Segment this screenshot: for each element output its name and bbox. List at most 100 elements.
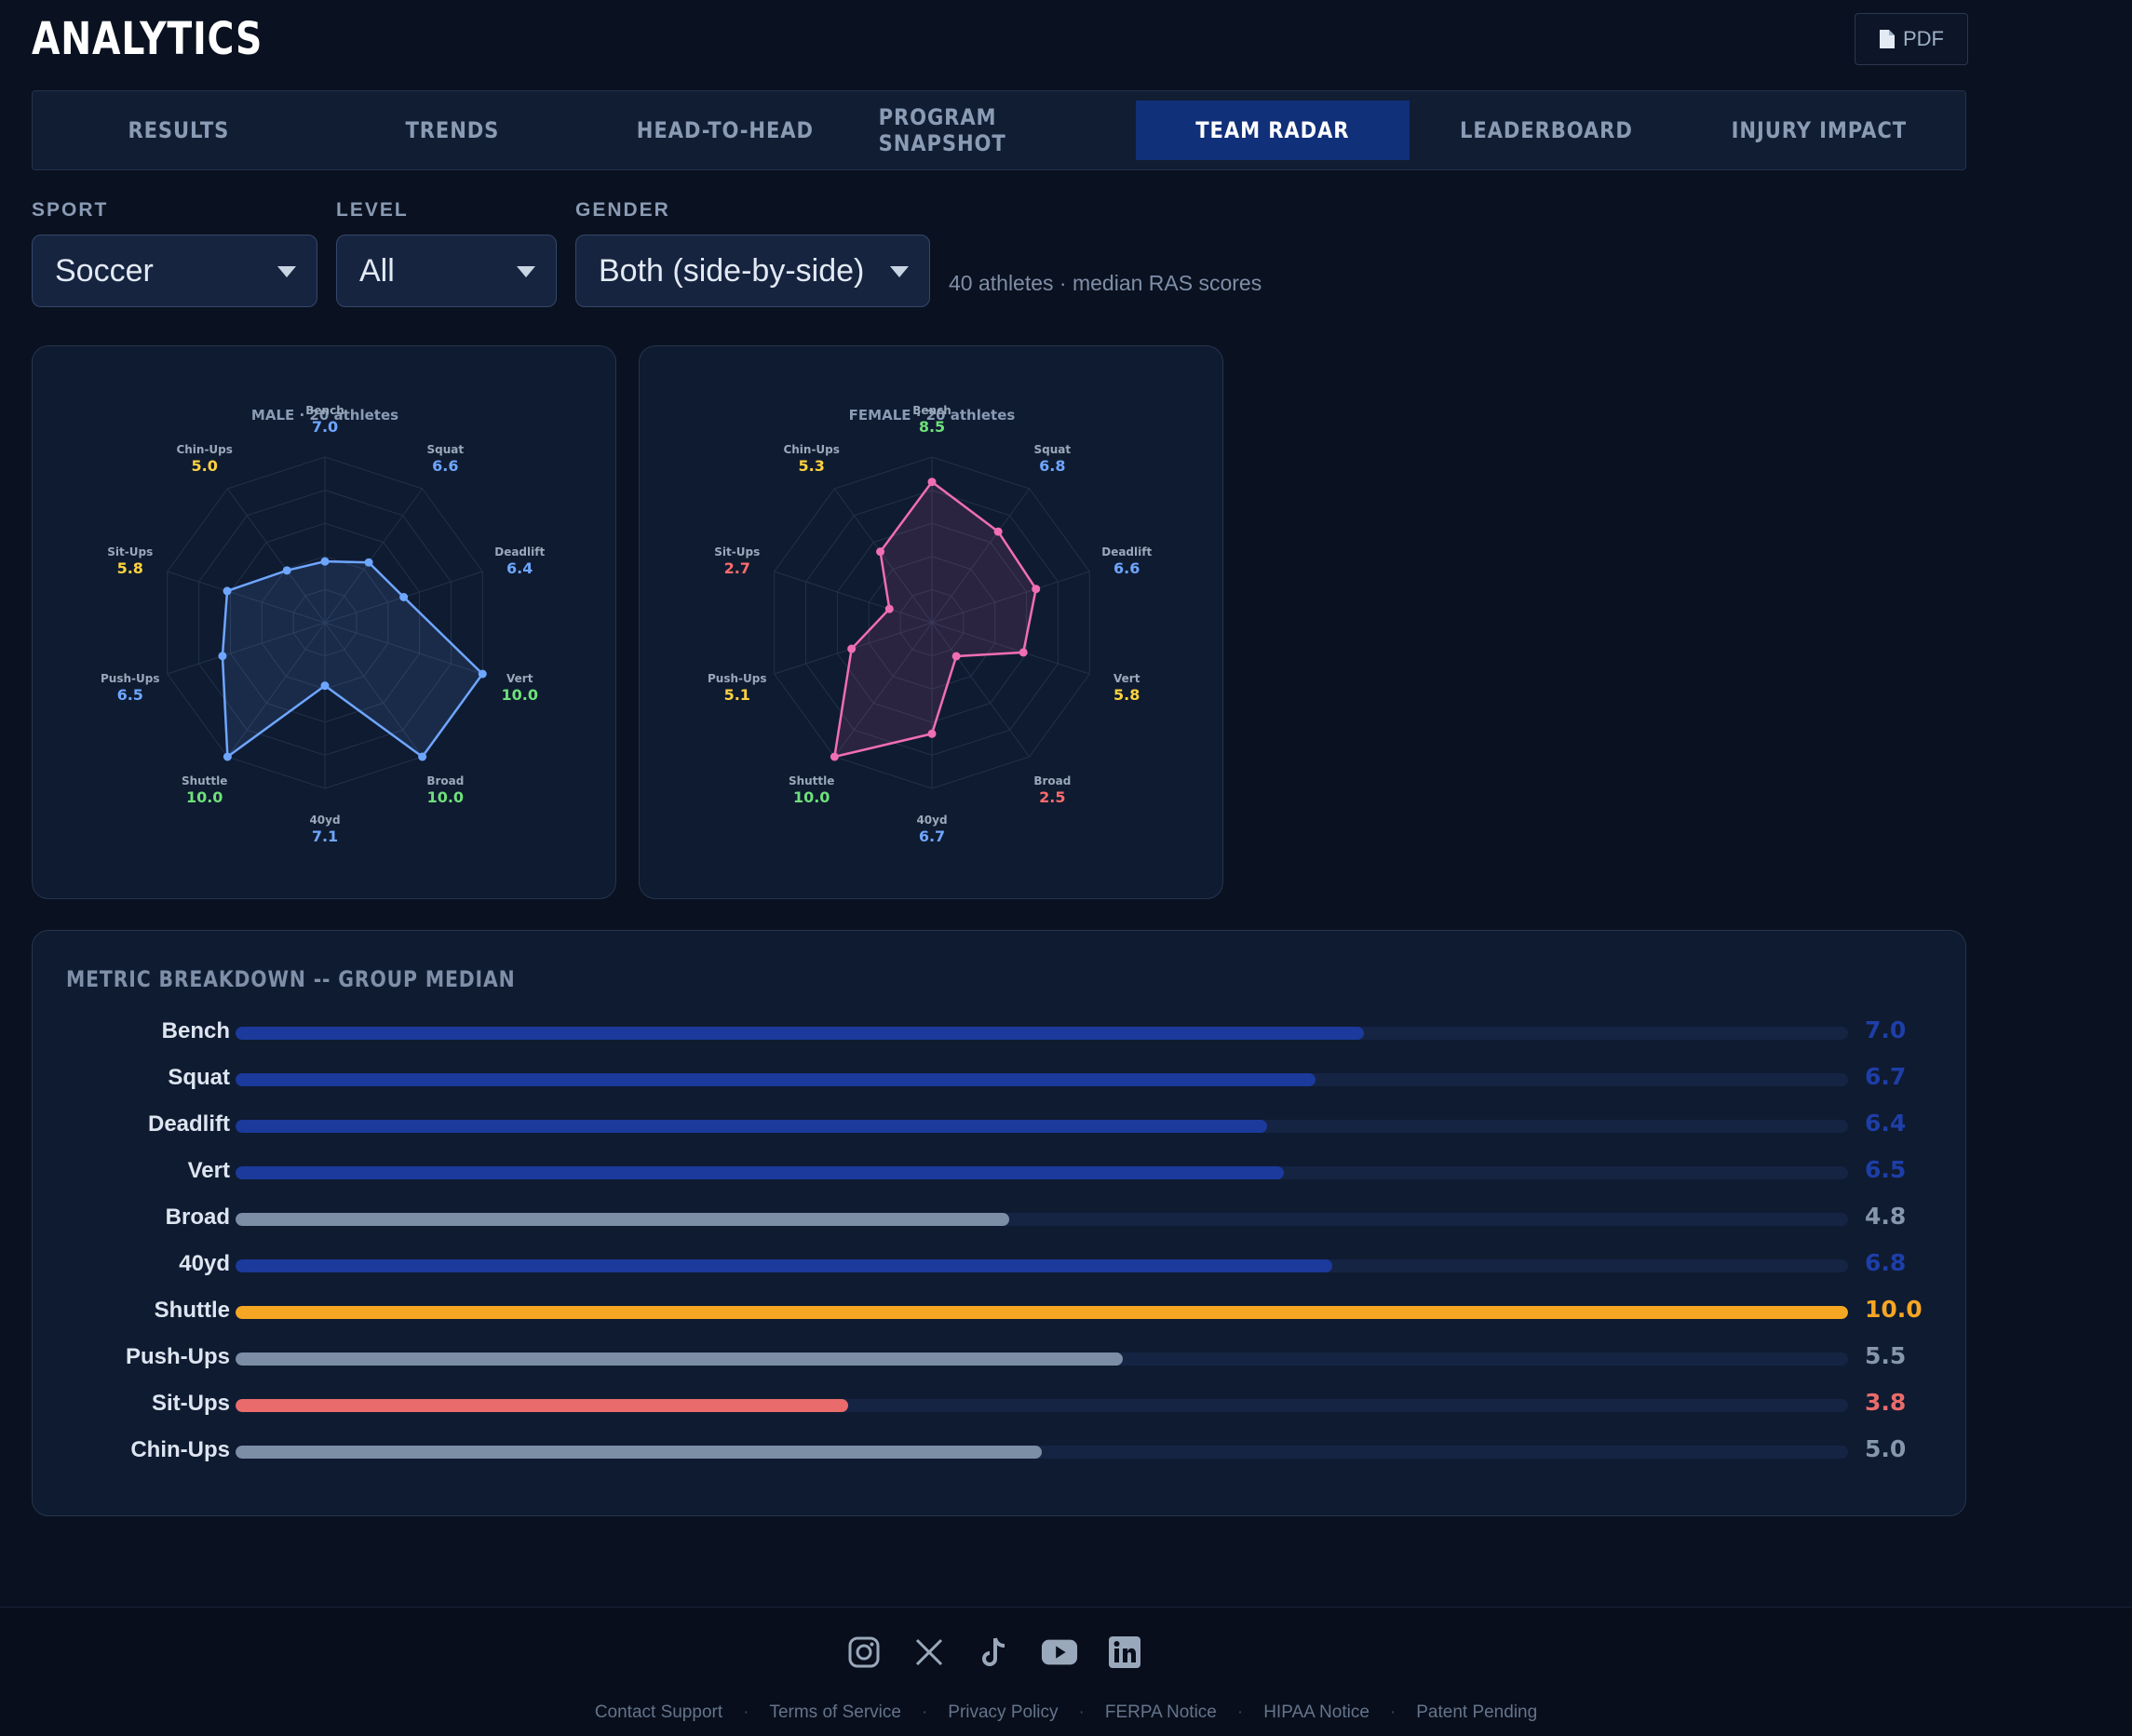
footer-link-patent-pending[interactable]: Patent Pending: [1416, 1702, 1538, 1722]
bar-value: 3.8: [1865, 1389, 1907, 1416]
bar-row: Push-Ups 5.5: [33, 1335, 1967, 1381]
radar-point: [223, 752, 232, 761]
tab-label: LEADERBOARD: [1459, 117, 1633, 143]
bar-fill: [236, 1166, 1284, 1179]
female-radar-card: FEMALE · 20 athletes Bench 8.5 Squat 6.8 Dead…: [639, 345, 1223, 899]
radar-axis-label: Squat: [427, 443, 465, 456]
bar-label: Chin-Ups: [130, 1437, 230, 1462]
bar-value: 5.5: [1865, 1342, 1907, 1369]
radar-axis-label: Broad: [426, 774, 464, 787]
tab-trends[interactable]: TRENDS: [331, 101, 572, 160]
radar-point: [1032, 585, 1041, 594]
link-separator: ·: [1078, 1702, 1085, 1722]
bar-value: 6.8: [1865, 1249, 1907, 1276]
breakdown-title: METRIC BREAKDOWN -- GROUP MEDIAN: [66, 966, 516, 992]
radar-axis-line: [324, 622, 483, 675]
footer-link-privacy-policy[interactable]: Privacy Policy: [948, 1702, 1059, 1722]
bar-track: [236, 1073, 1848, 1086]
level-filter-label: LEVEL: [336, 199, 409, 221]
radar-axis-line: [226, 622, 326, 758]
radar-point: [830, 752, 839, 761]
bar-row: Chin-Ups 5.0: [33, 1428, 1967, 1474]
footer-link-ferpa-notice[interactable]: FERPA Notice: [1104, 1702, 1217, 1722]
bar-fill: [236, 1399, 849, 1412]
bar-value: 6.4: [1865, 1110, 1907, 1137]
gender-filter-label: GENDER: [575, 199, 670, 221]
radar-value-label: 5.1: [724, 686, 750, 704]
tab-label: HEAD-TO-HEAD: [637, 117, 815, 143]
bar-track: [236, 1399, 1848, 1412]
tab-team-radar[interactable]: TEAM RADAR: [1135, 101, 1410, 160]
radar-value-label: 6.5: [117, 686, 143, 704]
bar-fill: [236, 1213, 1010, 1226]
bar-fill: [236, 1027, 1365, 1040]
instagram-icon[interactable]: [845, 1634, 883, 1671]
radar-axis-label: Broad: [1033, 774, 1071, 787]
radar-point: [320, 681, 330, 691]
footer-link-contact-support[interactable]: Contact Support: [594, 1702, 723, 1722]
radar-axis-line: [931, 571, 1090, 624]
radar-axis-line: [167, 622, 326, 675]
sport-select[interactable]: Soccer: [32, 235, 317, 307]
bar-label: Vert: [187, 1158, 230, 1183]
athlete-count-meta: 40 athletes · median RAS scores: [949, 271, 1262, 295]
radar-value-label: 5.3: [799, 457, 825, 475]
radar-point: [927, 478, 937, 487]
radar-point: [951, 652, 961, 661]
radar-point: [218, 652, 227, 661]
pdf-export-button[interactable]: PDF: [1855, 13, 1968, 65]
bar-fill: [236, 1352, 1123, 1366]
radar-axis-label: Deadlift: [1101, 545, 1152, 558]
bar-row: Vert 6.5: [33, 1149, 1967, 1195]
x-icon[interactable]: [911, 1634, 948, 1671]
sport-filter-label: SPORT: [32, 199, 109, 221]
radar-axis-label: Vert: [1113, 672, 1140, 685]
chevron-down-icon: [890, 266, 909, 277]
radar-title: FEMALE · 20 athletes: [849, 407, 1016, 424]
footer-link-terms-of-service[interactable]: Terms of Service: [769, 1702, 901, 1722]
radar-series-area: [832, 479, 1038, 759]
pdf-label: PDF: [1903, 27, 1944, 50]
radar-point: [282, 566, 291, 575]
radar-axis-label: Bench: [305, 404, 344, 417]
tab-results[interactable]: RESULTS: [59, 101, 299, 160]
bar-label: Squat: [168, 1065, 230, 1090]
bar-track: [236, 1166, 1848, 1179]
radar-value-label: 10.0: [501, 686, 537, 704]
radar-point: [927, 729, 937, 738]
radar-axis-label: 40yd: [309, 814, 340, 827]
radar-axis-label: Chin-Ups: [176, 443, 232, 456]
youtube-icon[interactable]: [1041, 1634, 1078, 1671]
gender-select[interactable]: Both (side-by-side): [575, 235, 930, 307]
radar-axis-line: [774, 571, 933, 624]
radar-axis-label: Push-Ups: [708, 672, 766, 685]
radar-point: [884, 604, 894, 613]
bar-label: Sit-Ups: [152, 1391, 230, 1416]
tab-program-snapshot[interactable]: PROGRAM SNAPSHOT: [879, 101, 1119, 160]
bar-value: 6.5: [1865, 1156, 1907, 1183]
radar-axis-line: [833, 488, 933, 624]
radar-value-label: 6.7: [919, 828, 945, 845]
linkedin-icon[interactable]: [1106, 1634, 1143, 1671]
tab-head-to-head[interactable]: HEAD-TO-HEAD: [605, 101, 845, 160]
radar-axis-line: [931, 622, 1031, 758]
bar-row: Deadlift 6.4: [33, 1102, 1967, 1149]
level-select[interactable]: All: [336, 235, 557, 307]
radar-value-label: 6.8: [1039, 457, 1065, 475]
tab-leaderboard[interactable]: LEADERBOARD: [1425, 101, 1666, 160]
radar-axis-line: [931, 622, 1090, 675]
bar-fill: [236, 1446, 1042, 1459]
tiktok-icon[interactable]: [976, 1634, 1013, 1671]
tab-injury-impact[interactable]: INJURY IMPACT: [1699, 101, 1939, 160]
radar-axis-label: Squat: [1034, 443, 1072, 456]
gender-select-value: Both (side-by-side): [599, 252, 865, 289]
tab-bar: RESULTS TRENDS HEAD-TO-HEAD PROGRAM SNAPSHO…: [32, 90, 1966, 170]
bar-label: Deadlift: [147, 1111, 230, 1137]
radar-point: [320, 557, 330, 566]
bar-fill: [236, 1120, 1268, 1133]
bar-fill: [236, 1259, 1332, 1272]
footer-link-hipaa-notice[interactable]: HIPAA Notice: [1263, 1702, 1370, 1722]
bar-track: [236, 1306, 1848, 1319]
radar-title: MALE · 20 athletes: [251, 407, 398, 424]
radar-point: [876, 547, 885, 557]
